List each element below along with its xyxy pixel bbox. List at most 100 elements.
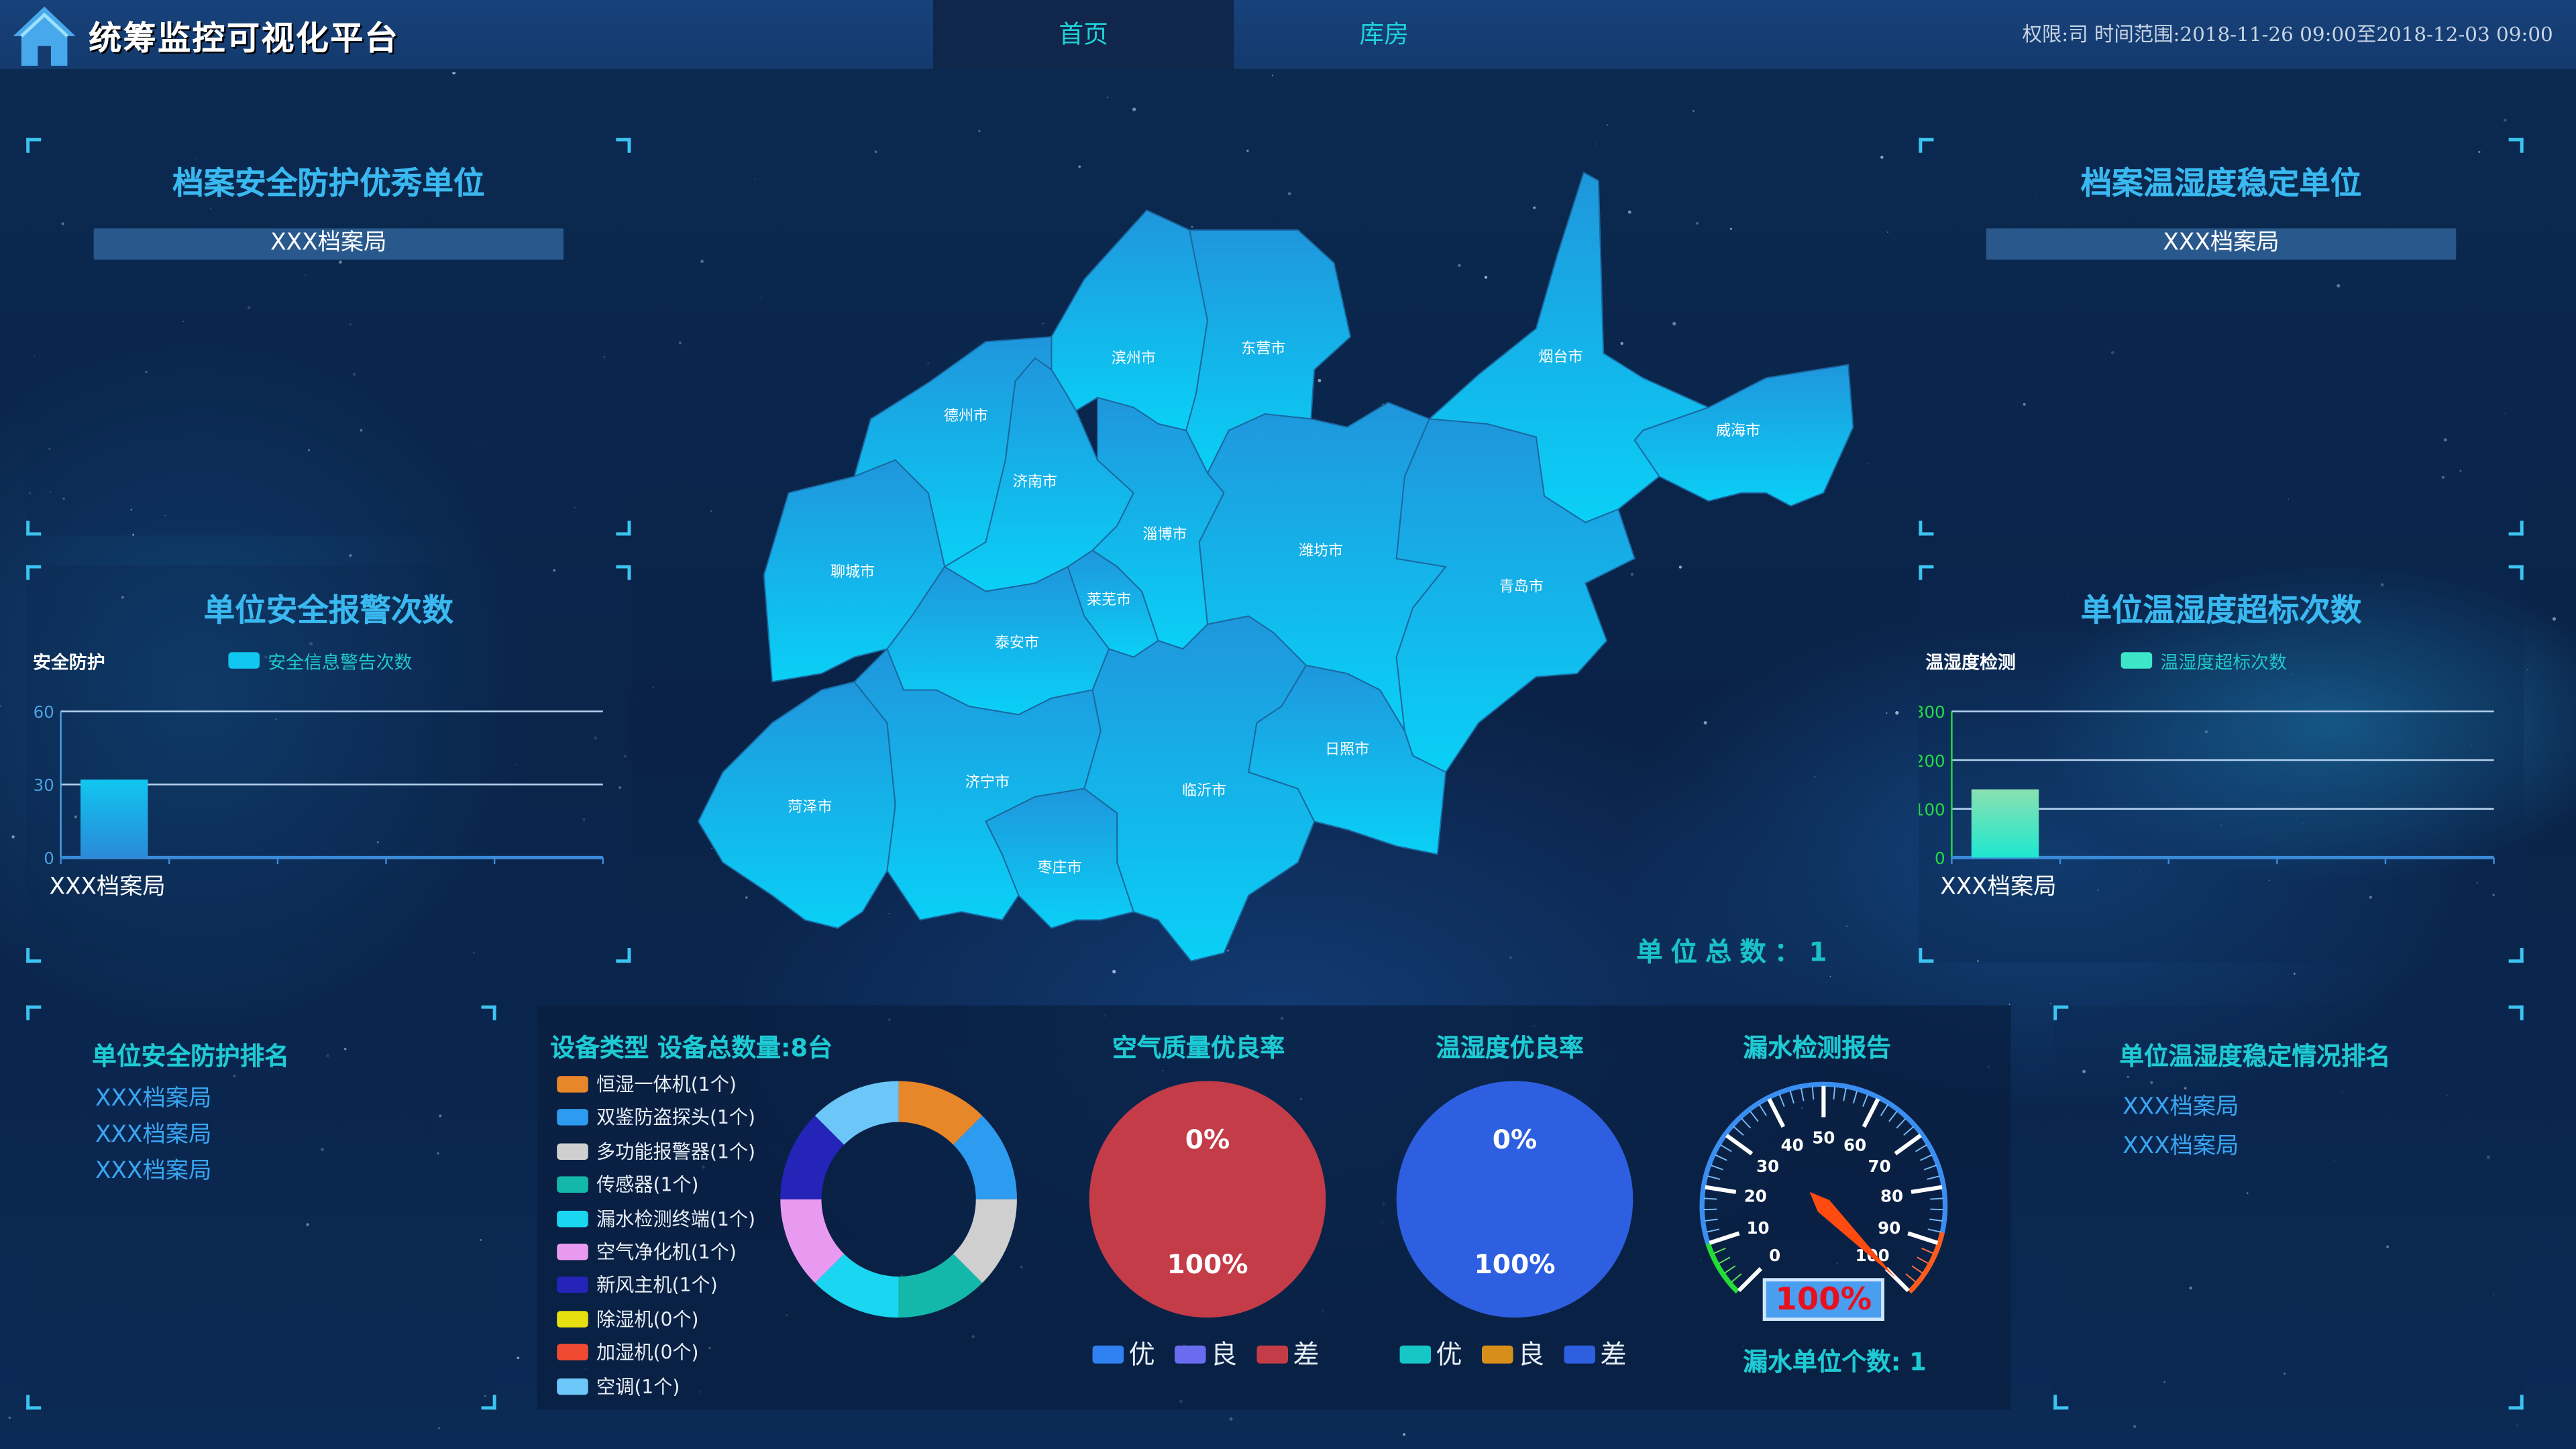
city-label: 威海市 — [1716, 423, 1760, 439]
star — [2096, 889, 2100, 892]
device-legend-item[interactable]: 传感器(1个) — [557, 1172, 699, 1198]
star — [305, 274, 307, 276]
star — [121, 596, 124, 599]
star — [2163, 1381, 2166, 1383]
star — [2337, 284, 2341, 288]
donut-segment[interactable] — [898, 1081, 983, 1145]
bar[interactable] — [1971, 789, 2039, 858]
tab-home[interactable]: 首页 — [933, 0, 1234, 69]
star — [619, 786, 622, 790]
star — [353, 372, 356, 376]
pie-legend-swatch[interactable] — [1399, 1345, 1432, 1364]
donut-segment[interactable] — [953, 1116, 1017, 1199]
pie-slice[interactable] — [1396, 1081, 1633, 1318]
device-legend-item[interactable]: 双鉴防盗探头(1个) — [557, 1105, 755, 1131]
city-label: 临沂市 — [1182, 782, 1226, 799]
y-tick-label: 30 — [34, 775, 54, 795]
rank-item[interactable]: XXX档案局 — [2123, 1133, 2239, 1160]
legend-label: 除湿机(0个) — [596, 1307, 699, 1331]
y-axis-label: 温湿度检测 — [1925, 652, 2016, 674]
device-legend-item[interactable]: 空调(1个) — [557, 1373, 680, 1399]
pie-legend-swatch[interactable] — [1092, 1345, 1124, 1364]
rank-item[interactable]: XXX档案局 — [2123, 1094, 2239, 1121]
star — [1693, 109, 1695, 113]
map-region[interactable] — [1633, 364, 1854, 507]
pie-legend-label[interactable]: 差 — [1293, 1340, 1319, 1371]
gauge-tick — [1758, 1104, 1767, 1116]
star — [2220, 824, 2222, 826]
legend-swatch — [557, 1377, 588, 1395]
unit-item[interactable]: XXX档案局 — [1986, 228, 2457, 260]
unit-item[interactable]: XXX档案局 — [93, 228, 564, 260]
legend-label[interactable]: 温湿度超标次数 — [2160, 653, 2287, 674]
pie-legend-label[interactable]: 差 — [1600, 1340, 1626, 1371]
star — [874, 150, 877, 154]
legend-label[interactable]: 安全信息警告次数 — [268, 653, 412, 674]
gauge-tick — [1715, 1154, 1727, 1161]
donut-segment[interactable] — [780, 1116, 845, 1199]
map-region[interactable] — [1395, 418, 1635, 773]
star — [247, 306, 251, 309]
tab-warehouse[interactable]: 库房 — [1359, 19, 1409, 50]
star — [1606, 124, 1609, 126]
gauge-tick — [1903, 1126, 1915, 1136]
pie-legend-label[interactable]: 优 — [1128, 1340, 1155, 1371]
donut-segment[interactable] — [814, 1081, 899, 1145]
rank-item[interactable]: XXX档案局 — [95, 1158, 212, 1185]
gauge-tick-label: 40 — [1781, 1136, 1804, 1155]
legend-swatch[interactable] — [228, 652, 260, 669]
legend-label: 双鉴防盗探头(1个) — [596, 1106, 756, 1130]
device-type-title: 设备类型 设备总数量:8台 — [550, 1033, 833, 1063]
star — [349, 323, 352, 326]
device-legend-item[interactable]: 多功能报警器(1个) — [557, 1138, 755, 1165]
legend-swatch — [557, 1176, 588, 1193]
donut-segment[interactable] — [953, 1199, 1017, 1283]
star — [2150, 1081, 2153, 1084]
pie-legend-swatch[interactable] — [1256, 1345, 1289, 1364]
bar[interactable] — [80, 780, 148, 858]
donut-segment[interactable] — [814, 1254, 899, 1318]
panel-humidity-exceed-count: 单位温湿度超标次数 温湿度检测 温湿度超标次数 0 100 200 300 XXX档案局 — [1919, 565, 2524, 963]
donut-segment[interactable] — [898, 1254, 983, 1318]
pie-legend-swatch[interactable] — [1175, 1345, 1206, 1364]
pie-slice[interactable] — [1089, 1081, 1326, 1318]
pie-label-top: 0% — [1493, 1125, 1538, 1155]
star — [2471, 745, 2473, 746]
legend-swatch[interactable] — [2121, 652, 2153, 669]
star — [2478, 150, 2481, 154]
star — [1078, 165, 1081, 168]
rank-item[interactable]: XXX档案局 — [95, 1122, 212, 1148]
pie-legend-swatch[interactable] — [1564, 1345, 1595, 1364]
device-legend-item[interactable]: 漏水检测终端(1个) — [557, 1205, 755, 1232]
rank-item[interactable]: XXX档案局 — [95, 1085, 212, 1112]
pie-legend-swatch[interactable] — [1481, 1345, 1513, 1364]
star — [2082, 1069, 2086, 1073]
star — [1887, 231, 1888, 233]
device-legend-item[interactable]: 恒湿一体机(1个) — [557, 1071, 737, 1097]
donut-segment[interactable] — [780, 1199, 845, 1283]
device-legend-item[interactable]: 加湿机(0个) — [557, 1339, 699, 1365]
device-legend-item[interactable]: 空气净化机(1个) — [557, 1239, 737, 1265]
legend-label: 加湿机(0个) — [596, 1340, 699, 1364]
pie-legend-label[interactable]: 良 — [1518, 1340, 1544, 1371]
gauge-tick — [1713, 1247, 1726, 1254]
star — [233, 1075, 236, 1078]
star — [209, 207, 211, 209]
pie-legend-label[interactable]: 良 — [1211, 1340, 1237, 1371]
star — [710, 510, 712, 512]
gauge-tick — [1720, 1144, 1732, 1152]
star — [2486, 1155, 2490, 1159]
gauge-tick — [1833, 1086, 1836, 1100]
gauge-tick — [1778, 1093, 1785, 1107]
star — [2008, 1004, 2010, 1005]
map-region[interactable] — [1248, 664, 1447, 855]
pie-legend-label[interactable]: 优 — [1436, 1340, 1462, 1371]
device-legend-item[interactable]: 新风主机(1个) — [557, 1272, 718, 1298]
device-legend-item[interactable]: 除湿机(0个) — [557, 1305, 699, 1332]
gauge-tick — [1705, 1185, 1737, 1194]
gauge-tick-label: 80 — [1880, 1186, 1903, 1205]
map-region[interactable] — [763, 459, 946, 683]
star — [2443, 438, 2447, 442]
map-region[interactable] — [1051, 209, 1209, 431]
map-region[interactable] — [985, 788, 1135, 929]
